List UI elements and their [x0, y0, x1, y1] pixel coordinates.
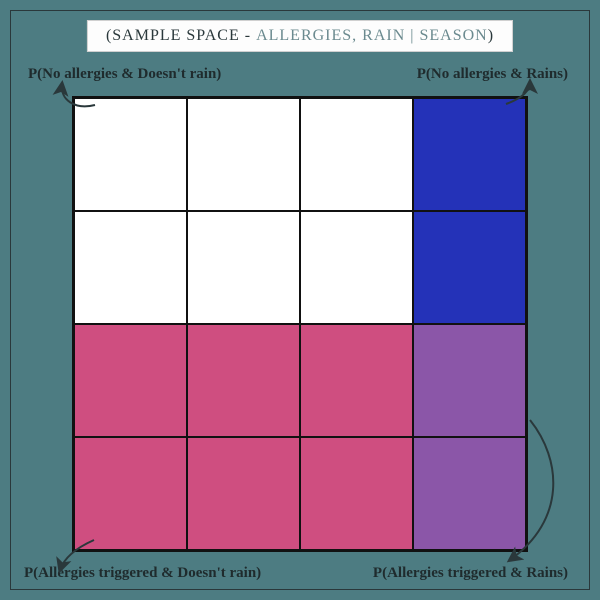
grid-cell: [300, 437, 413, 550]
title-vars: ALLERGIES, RAIN | SEASON: [256, 27, 488, 44]
title-suffix: ): [488, 27, 494, 44]
grid-cell: [413, 98, 526, 211]
title-box: (SAMPLE SPACE - ALLERGIES, RAIN | SEASON…: [87, 20, 513, 52]
grid-cell: [300, 98, 413, 211]
grid-cell: [187, 211, 300, 324]
grid-cell: [300, 324, 413, 437]
grid-cell: [300, 211, 413, 324]
grid-cell: [187, 437, 300, 550]
grid-cell: [74, 98, 187, 211]
sample-space-grid: [72, 96, 528, 552]
grid-cell: [413, 437, 526, 550]
label-bottom-right: P(Allergies triggered & Rains): [373, 565, 568, 582]
grid-cell: [187, 324, 300, 437]
grid-cell: [74, 437, 187, 550]
grid-cell: [413, 211, 526, 324]
grid-cell: [74, 211, 187, 324]
grid-cell: [187, 98, 300, 211]
grid-cell: [413, 324, 526, 437]
label-bottom-left: P(Allergies triggered & Doesn't rain): [24, 565, 261, 582]
label-top-right: P(No allergies & Rains): [417, 66, 568, 83]
title-prefix: (SAMPLE SPACE -: [106, 27, 256, 44]
label-top-left: P(No allergies & Doesn't rain): [28, 66, 221, 83]
grid-cell: [74, 324, 187, 437]
